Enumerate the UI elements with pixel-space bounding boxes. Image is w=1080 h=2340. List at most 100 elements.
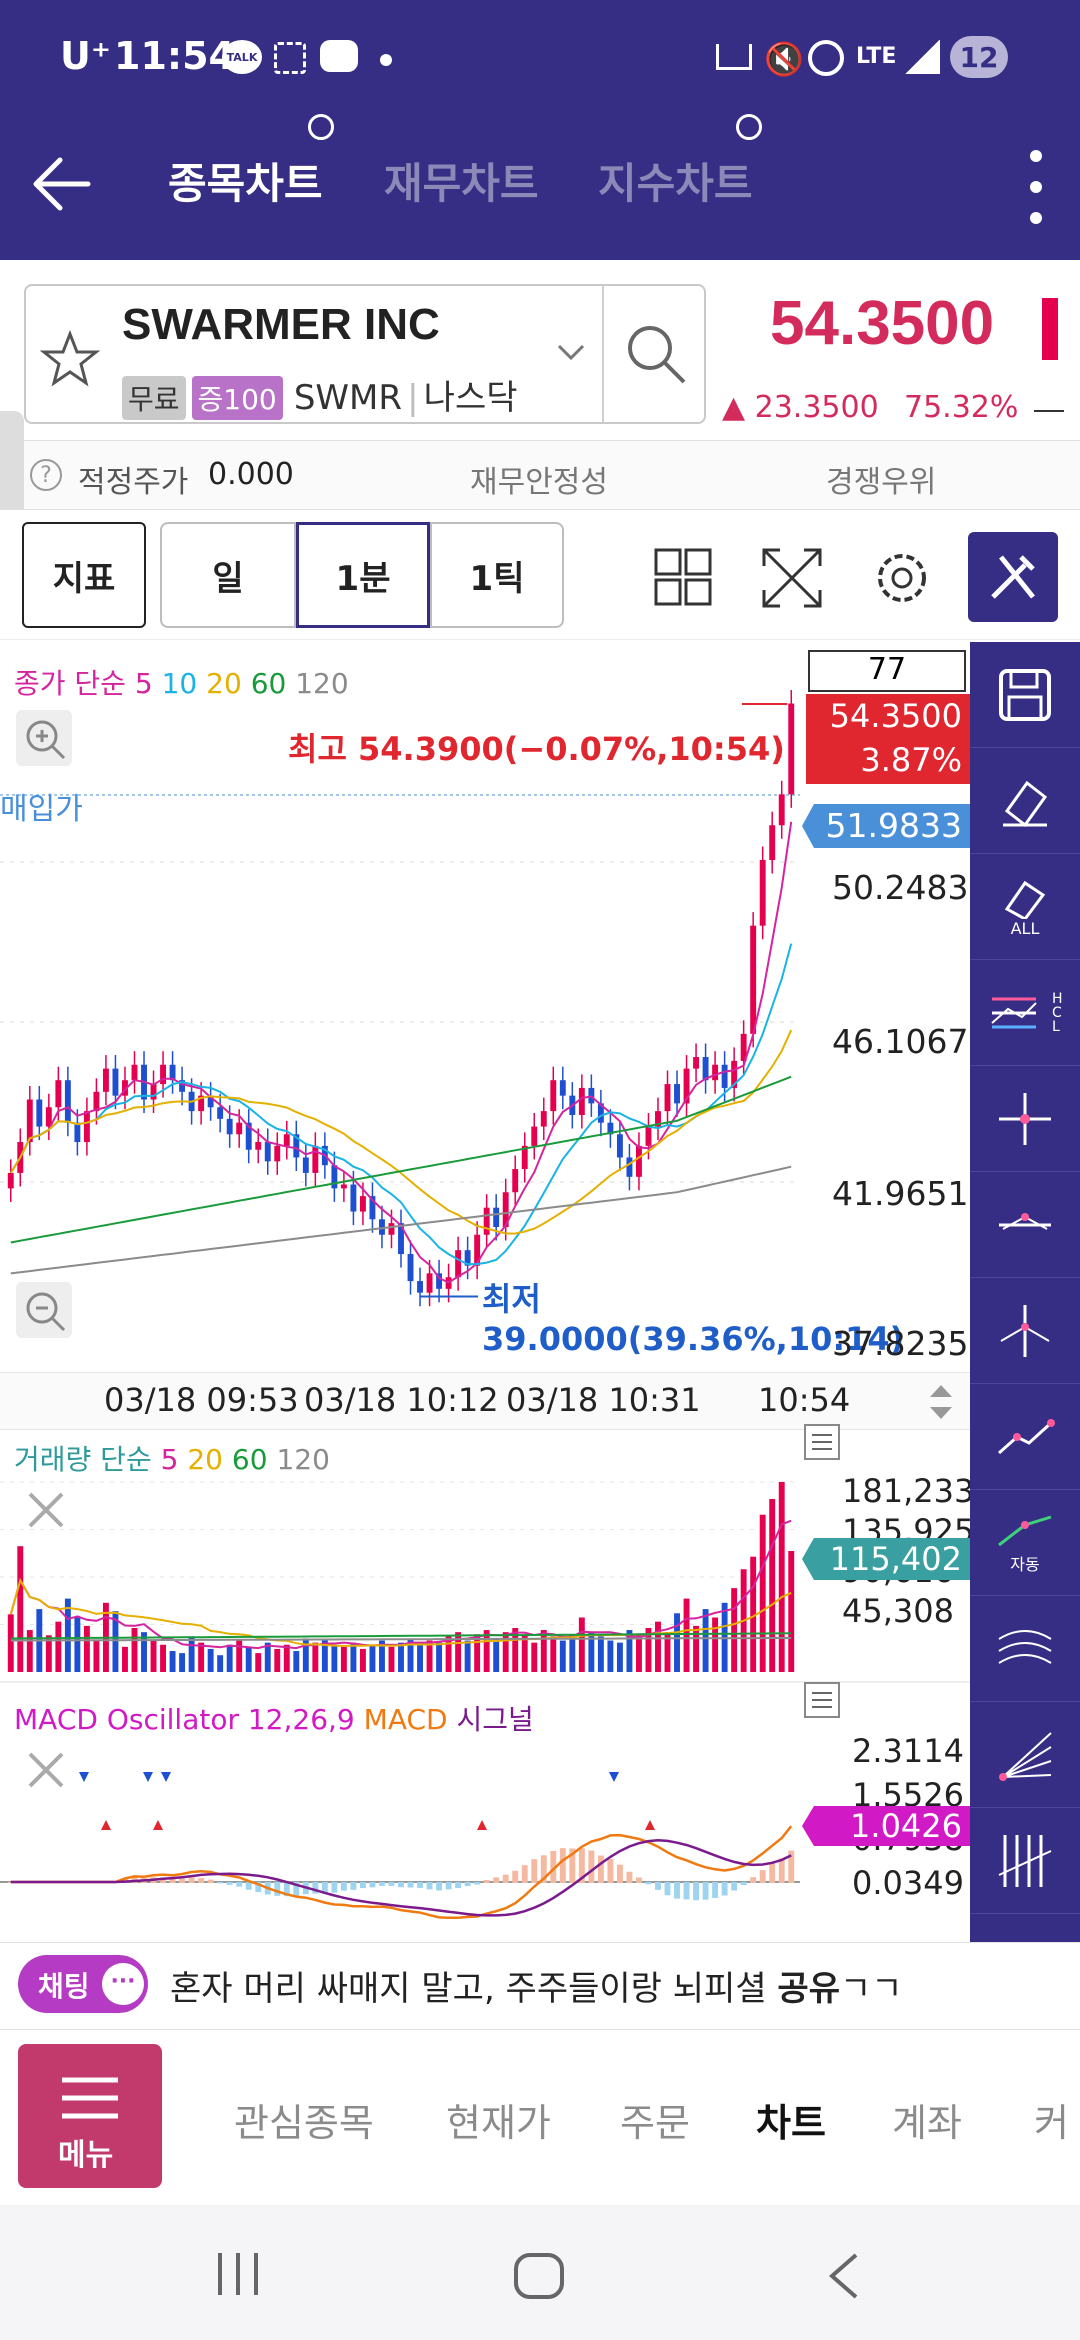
recent-apps-icon[interactable]: [214, 2251, 264, 2297]
favorite-star-icon[interactable]: [40, 330, 100, 390]
tab-financial-chart[interactable]: 재무차트: [384, 159, 539, 208]
save-button[interactable]: [970, 642, 1080, 748]
eraser-button[interactable]: [970, 748, 1080, 854]
trendline-button[interactable]: [970, 1384, 1080, 1490]
eraser-icon: [1003, 780, 1048, 827]
volume-bar: [512, 1627, 519, 1672]
chat-banner[interactable]: 채팅 ··· 혼자 머리 싸매지 말고, 주주들이랑 뇌피셜 공유ㄱㄱ: [0, 1942, 1080, 2030]
tools-button[interactable]: [968, 532, 1058, 622]
more-menu-icon[interactable]: [1026, 142, 1046, 232]
exchange: 나스닥: [423, 378, 518, 418]
candle: [493, 1207, 500, 1228]
tab-stock-chart[interactable]: 종목차트: [168, 159, 323, 208]
volume-bar: [274, 1648, 281, 1672]
vertical-line-button[interactable]: [970, 1278, 1080, 1384]
settings-gear-icon[interactable]: [870, 546, 934, 610]
candle: [369, 1196, 376, 1220]
expand-icon[interactable]: [760, 546, 824, 610]
macd-osc-bar: [483, 1880, 490, 1883]
clock: 11:54: [114, 34, 235, 78]
candle: [636, 1145, 642, 1177]
period-day-button[interactable]: 일: [160, 522, 296, 628]
crosshair-tool-button[interactable]: [970, 1066, 1080, 1172]
candle: [464, 1250, 471, 1266]
competitive-advantage-link[interactable]: 경쟁우위: [826, 465, 937, 500]
volume-bar: [683, 1598, 690, 1672]
back-arrow-icon[interactable]: [28, 152, 92, 216]
time-tick-1: 03/18 09:53: [104, 1381, 299, 1419]
fan-line-button[interactable]: [970, 1702, 1080, 1808]
candle: [483, 1207, 490, 1235]
nav-order[interactable]: 주문: [620, 2101, 690, 2145]
macd-menu-icon[interactable]: [804, 1682, 840, 1718]
macd-osc-bar: [188, 1877, 195, 1883]
chart-canvas[interactable]: [0, 642, 970, 1942]
chart-area[interactable]: 종가 단순 5 10 20 60 120 77 최고 54.3900(−0.07…: [0, 642, 974, 1942]
erase-all-button[interactable]: ALL: [970, 854, 1080, 960]
layout-grid-icon[interactable]: [654, 548, 712, 606]
nav-watchlist[interactable]: 관심종목: [234, 2101, 374, 2145]
zoom-out-icon[interactable]: [16, 1282, 72, 1338]
side-handle[interactable]: [0, 411, 24, 521]
candle: [160, 1064, 166, 1085]
macd-osc-bar: [616, 1864, 623, 1883]
search-icon[interactable]: [622, 320, 692, 390]
menu-button[interactable]: 메뉴: [18, 2044, 162, 2188]
candle-count-box[interactable]: 77: [808, 650, 966, 692]
chat-badge[interactable]: 채팅 ···: [18, 1955, 148, 2013]
talk-badge: TALK: [226, 50, 258, 64]
chart-toolbar: 지표 일 1분 1틱: [0, 510, 1080, 640]
candle: [626, 1157, 633, 1177]
candle: [664, 1084, 671, 1112]
candle: [26, 1099, 33, 1143]
help-icon[interactable]: ?: [30, 459, 62, 491]
time-tick-3: 03/18 10:31: [506, 1381, 701, 1419]
macd-osc-bar: [769, 1863, 776, 1883]
home-icon[interactable]: [512, 2251, 566, 2301]
scroll-updown-icon[interactable]: [926, 1379, 956, 1425]
period-1tick-button[interactable]: 1틱: [430, 522, 564, 628]
vol-ma-5: 5: [160, 1443, 179, 1476]
volume-bar: [83, 1625, 90, 1672]
current-pct-tag-value: 3.87%: [860, 741, 962, 779]
kakaotalk-icon: TALK: [222, 40, 262, 74]
candle: [578, 1087, 585, 1115]
ma-120: 120: [295, 667, 349, 700]
volume-bar: [559, 1640, 566, 1672]
auto-trendline-button[interactable]: 자동: [970, 1490, 1080, 1596]
ticker: SWMR: [293, 378, 403, 418]
trend-peak-button[interactable]: [970, 1172, 1080, 1278]
period-1min-button[interactable]: 1분: [296, 522, 430, 628]
financial-stability-link[interactable]: 재무안정성: [470, 465, 608, 500]
fibonacci-arc-button[interactable]: [970, 1596, 1080, 1702]
volume-bar: [150, 1640, 157, 1672]
zoom-in-icon[interactable]: [16, 710, 72, 766]
macd-osc-bar: [160, 1877, 166, 1883]
ma-60: 60: [250, 667, 287, 700]
close-macd-icon[interactable]: [26, 1750, 66, 1790]
candle: [750, 925, 757, 1034]
macd-osc-bar: [474, 1881, 481, 1885]
nav-account[interactable]: 계좌: [892, 2101, 962, 2145]
hcl-lines-button[interactable]: HCL: [970, 960, 1080, 1066]
volume-bar: [569, 1634, 576, 1672]
candle: [417, 1281, 423, 1293]
macd-osc-bar: [588, 1850, 595, 1883]
hamburger-icon: [62, 2077, 118, 2119]
back-icon[interactable]: [824, 2251, 864, 2301]
nav-more[interactable]: 커: [1034, 2101, 1069, 2145]
volume-bar: [217, 1655, 224, 1672]
candle: [388, 1223, 395, 1235]
macd-osc-bar: [417, 1881, 423, 1888]
volume-bar: [655, 1621, 661, 1672]
nav-current-price[interactable]: 현재가: [446, 2101, 551, 2145]
chevron-down-icon[interactable]: [556, 342, 586, 362]
period-lines-button[interactable]: [970, 1808, 1080, 1914]
tab-index-chart[interactable]: 지수차트: [598, 159, 753, 208]
indicator-button[interactable]: 지표: [22, 522, 146, 628]
volume-bar: [778, 1482, 785, 1672]
volume-menu-icon[interactable]: [804, 1424, 840, 1460]
close-volume-icon[interactable]: [26, 1490, 66, 1530]
stock-selector[interactable]: SWARMER INC 무료 증100 SWMR | 나스닥: [24, 284, 706, 424]
nav-chart[interactable]: 차트: [756, 2101, 826, 2145]
